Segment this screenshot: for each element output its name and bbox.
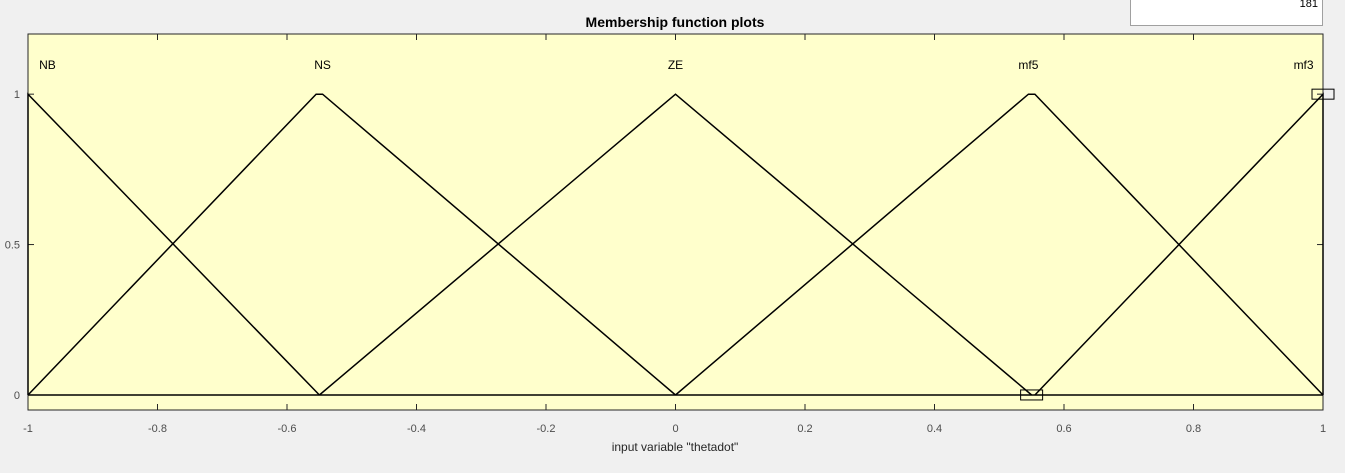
mf-curve-ZE[interactable] <box>318 93 1033 396</box>
mf-curve-NS[interactable] <box>27 93 676 396</box>
x-tick-label: 0.8 <box>1186 423 1201 435</box>
y-tick-label: 0.5 <box>5 240 20 252</box>
selection-handles <box>1020 88 1335 401</box>
x-tick-label: 0.6 <box>1056 423 1071 435</box>
x-tick-label: 0.4 <box>927 423 942 435</box>
y-tick-label: 1 <box>14 89 20 101</box>
mf-label-ZE: ZE <box>668 58 683 72</box>
x-axis: -1 -0.8 -0.6 -0.4 -0.2 0 0.2 0.4 0.6 0.8 1 <box>23 34 1326 435</box>
x-tick-label: 0 <box>672 423 678 435</box>
mf-label-mf3: mf3 <box>1294 58 1314 72</box>
x-tick-label: 0.2 <box>797 423 812 435</box>
x-tick-label: -0.4 <box>407 423 426 435</box>
mf-curve-NB[interactable] <box>27 92 320 396</box>
x-tick-label: -1 <box>23 423 33 435</box>
selection-handle[interactable] <box>1311 88 1335 100</box>
plot-area[interactable] <box>27 33 1324 411</box>
x-tick-label: -0.6 <box>278 423 297 435</box>
mf-label-NS: NS <box>314 58 331 72</box>
x-tick-label: 1 <box>1320 423 1326 435</box>
mf-label-NB: NB <box>39 58 56 72</box>
membership-labels: NB NS ZE mf5 mf3 <box>39 58 1314 72</box>
x-tick-label: -0.8 <box>148 423 167 435</box>
x-axis-label: input variable "thetadot" <box>612 440 739 454</box>
selection-handle[interactable] <box>1020 389 1044 401</box>
mf-curve-mf3[interactable] <box>1034 92 1324 396</box>
x-tick-label: -0.2 <box>537 423 556 435</box>
y-tick-label: 0 <box>14 390 20 402</box>
membership-curves <box>27 92 1324 396</box>
chart-title: Membership function plots <box>586 14 765 30</box>
mf-label-mf5: mf5 <box>1018 58 1038 72</box>
points-field[interactable]: 181 <box>1130 0 1323 26</box>
